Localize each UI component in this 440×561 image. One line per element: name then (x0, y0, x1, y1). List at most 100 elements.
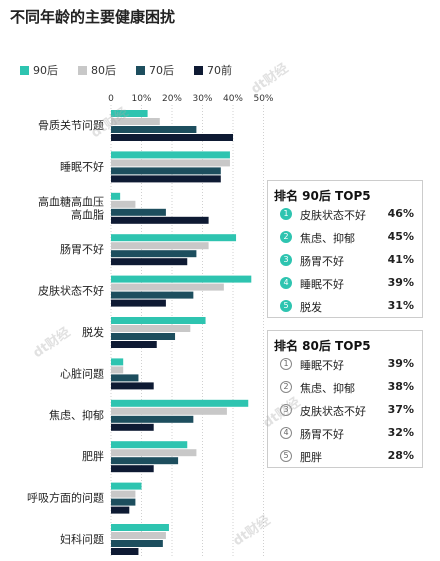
category-label: 心脏问题 (60, 367, 104, 380)
legend-swatch-90 (20, 66, 29, 75)
rank-badge: 4 (280, 277, 292, 289)
category-label: 妇科问题 (60, 532, 104, 546)
bar (111, 498, 136, 506)
bar (111, 167, 221, 175)
tick-label: 50% (253, 94, 273, 104)
bar (111, 118, 160, 125)
rank-value: 39% (387, 357, 414, 370)
rank-label: 皮肤状态不好 (300, 405, 366, 418)
bar (111, 291, 194, 299)
bar (111, 532, 166, 539)
category-label: 骨质关节问题 (38, 118, 104, 132)
rank-badge: 2 (280, 381, 292, 393)
bar (111, 415, 194, 423)
top5-80-row: 4 肠胃不好 32% (268, 423, 422, 446)
rank-badge: 4 (280, 427, 292, 439)
legend-swatch-80 (78, 66, 87, 75)
tick-label: 40% (223, 94, 243, 104)
rank-badge: 3 (280, 404, 292, 416)
rank-label: 焦虑、抑郁 (300, 382, 355, 395)
top5-90-row: 1 皮肤状态不好 46% (268, 204, 422, 227)
category-label: 高血脂 (71, 207, 104, 221)
rank-badge: 3 (280, 254, 292, 266)
rank-label: 肠胃不好 (300, 428, 344, 441)
legend-item-70pre: 70前 (194, 62, 232, 78)
rank-badge: 5 (280, 450, 292, 462)
top5-80-row: 5 肥胖 28% (268, 446, 422, 469)
rank-label: 脱发 (300, 301, 322, 314)
rank-value: 39% (387, 276, 414, 289)
legend-item-80: 80后 (78, 62, 116, 78)
bar (111, 524, 169, 531)
top5-80-panel: 排名 80后 TOP5 1 睡眠不好 39% 2 焦虑、抑郁 38% 3 皮肤状态不好 37… (267, 330, 423, 468)
bar (111, 548, 139, 555)
rank-label: 焦虑、抑郁 (300, 232, 355, 245)
legend-swatch-70 (136, 66, 145, 75)
bar (111, 407, 227, 415)
rank-label: 睡眠不好 (300, 359, 344, 372)
rank-badge: 2 (280, 231, 292, 243)
bar (111, 159, 230, 167)
top5-90-title: 排名 90后 TOP5 (274, 189, 371, 203)
bar (111, 283, 224, 291)
legend-label-70pre: 70前 (207, 64, 232, 77)
category-label: 高血糖高血压 (38, 194, 104, 208)
category-label: 脱发 (82, 325, 104, 339)
rank-label: 肥胖 (300, 451, 322, 464)
tick-label: 30% (192, 94, 212, 104)
legend-label-70: 70后 (149, 64, 174, 77)
bar (111, 234, 237, 242)
top5-90-row: 5 脱发 31% (268, 296, 422, 319)
bar (111, 482, 142, 490)
chart-title: 不同年龄的主要健康困扰 (10, 8, 176, 26)
category-label: 皮肤状态不好 (38, 284, 104, 298)
top5-90-row: 2 焦虑、抑郁 45% (268, 227, 422, 250)
bar (111, 175, 221, 183)
rank-badge: 1 (280, 358, 292, 370)
bar (111, 317, 206, 324)
top5-80-row: 2 焦虑、抑郁 38% (268, 377, 422, 400)
bar (111, 299, 166, 307)
bar (111, 490, 136, 498)
rank-label: 皮肤状态不好 (300, 209, 366, 222)
rank-value: 38% (387, 380, 414, 393)
bar (111, 192, 121, 200)
bar (111, 250, 197, 258)
bar (111, 126, 197, 133)
bar (111, 399, 249, 407)
bar (111, 423, 154, 431)
category-label: 焦虑、抑郁 (49, 408, 104, 422)
bar (111, 341, 157, 348)
bar (111, 358, 124, 366)
category-label: 肠胃不好 (60, 242, 104, 256)
tick-label: 10% (131, 94, 151, 104)
legend-item-90: 90后 (20, 62, 58, 78)
bar (111, 449, 197, 457)
rank-label: 睡眠不好 (300, 278, 344, 291)
bar (111, 134, 233, 141)
bar (111, 465, 154, 473)
rank-value: 41% (387, 253, 414, 266)
bar (111, 382, 154, 390)
category-label: 睡眠不好 (60, 159, 104, 173)
rank-value: 45% (387, 230, 414, 243)
bar (111, 200, 136, 208)
tick-label: 0 (108, 94, 114, 104)
top5-90-row: 4 睡眠不好 39% (268, 273, 422, 296)
bar (111, 275, 252, 283)
rank-badge: 5 (280, 300, 292, 312)
category-label: 呼吸方面的问题 (27, 491, 104, 505)
top5-90-panel: 排名 90后 TOP5 1 皮肤状态不好 46% 2 焦虑、抑郁 45% 3 肠胃不好 41… (267, 180, 423, 318)
bar (111, 325, 191, 332)
legend-label-90: 90后 (33, 64, 58, 77)
bar (111, 110, 148, 117)
bar (111, 258, 188, 266)
rank-value: 46% (387, 207, 414, 220)
bar (111, 333, 176, 340)
top5-80-row: 1 睡眠不好 39% (268, 354, 422, 377)
legend-label-80: 80后 (91, 64, 116, 77)
bar (111, 216, 209, 224)
category-label: 肥胖 (82, 450, 104, 463)
rank-value: 28% (387, 449, 414, 462)
